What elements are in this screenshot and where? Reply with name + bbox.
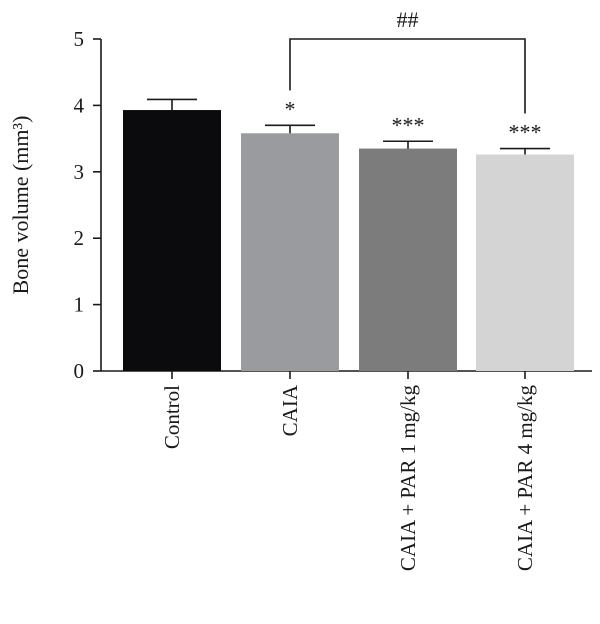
bar-0 <box>123 110 221 371</box>
y-axis: 0 1 2 3 4 5 <box>74 27 102 383</box>
bar-1 <box>241 133 339 371</box>
category-label-3: CAIA + PAR 4 mg/kg <box>513 385 537 572</box>
bars <box>123 110 574 371</box>
bar-3 <box>476 154 574 371</box>
category-labels: Control CAIA CAIA + PAR 1 mg/kg CAIA + PAR … <box>160 384 537 571</box>
y-tick-label-2: 2 <box>74 226 85 250</box>
y-tick-label-5: 5 <box>74 27 85 51</box>
category-label-2: CAIA + PAR 1 mg/kg <box>396 385 420 572</box>
y-tick-label-0: 0 <box>74 359 85 383</box>
bracket-label: ## <box>397 7 419 32</box>
bar-2 <box>359 148 457 371</box>
category-label-1: CAIA <box>278 384 302 436</box>
error-bars <box>147 98 550 155</box>
sig-marker-1: * <box>285 96 296 121</box>
category-label-0: Control <box>160 385 184 449</box>
y-tick-label-3: 3 <box>74 160 85 184</box>
y-axis-title: Bone volume (mm³) <box>8 116 33 295</box>
sig-marker-3: *** <box>509 120 542 145</box>
y-tick-label-4: 4 <box>74 93 85 117</box>
comparison-bracket: ## <box>289 7 526 114</box>
bracket-line <box>289 38 526 114</box>
significance-markers: **** *** <box>285 96 542 144</box>
sig-marker-2: *** <box>392 112 425 137</box>
x-axis <box>101 370 592 379</box>
y-tick-label-1: 1 <box>74 293 85 317</box>
